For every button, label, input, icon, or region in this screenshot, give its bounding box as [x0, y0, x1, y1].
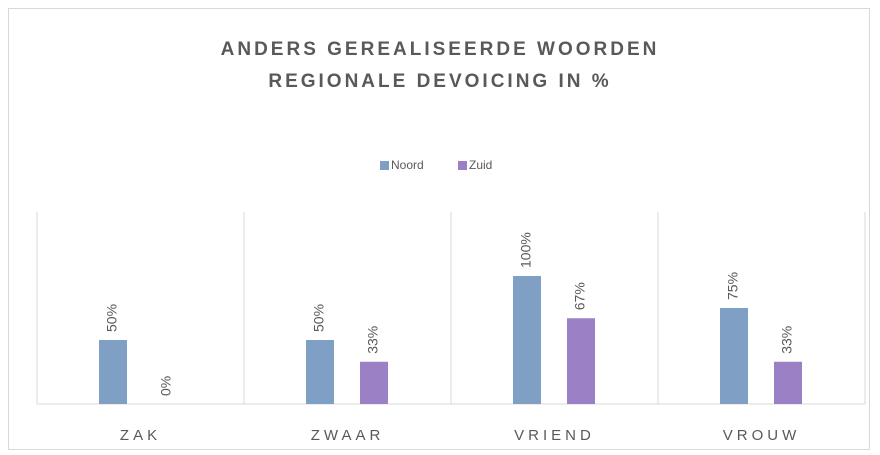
x-tick-label: VROUW	[723, 427, 801, 444]
legend-swatch	[380, 161, 389, 170]
chart-title: ANDERS GEREALISEERDE WOORDEN REGIONALE D…	[220, 39, 660, 92]
x-tick-label: ZAK	[120, 427, 161, 444]
chart-frame	[8, 8, 870, 450]
data-label: 33%	[365, 326, 381, 354]
data-label: 50%	[104, 304, 120, 332]
data-label: 100%	[518, 232, 534, 268]
x-tick-label: VRIEND	[514, 427, 595, 444]
data-label: 75%	[725, 272, 741, 300]
data-label: 67%	[572, 282, 588, 310]
legend-swatch	[458, 161, 467, 170]
bar	[567, 318, 595, 404]
bar	[99, 340, 127, 404]
data-label: 33%	[779, 326, 795, 354]
bar	[720, 308, 748, 404]
bar	[513, 276, 541, 404]
data-label: 0%	[158, 376, 174, 396]
x-tick-label: ZWAAR	[311, 427, 385, 444]
legend-label: Noord	[391, 158, 424, 172]
bar	[306, 340, 334, 404]
bar	[774, 361, 802, 404]
bar	[360, 361, 388, 404]
data-label: 50%	[311, 304, 327, 332]
legend-label: Zuid	[469, 158, 492, 172]
